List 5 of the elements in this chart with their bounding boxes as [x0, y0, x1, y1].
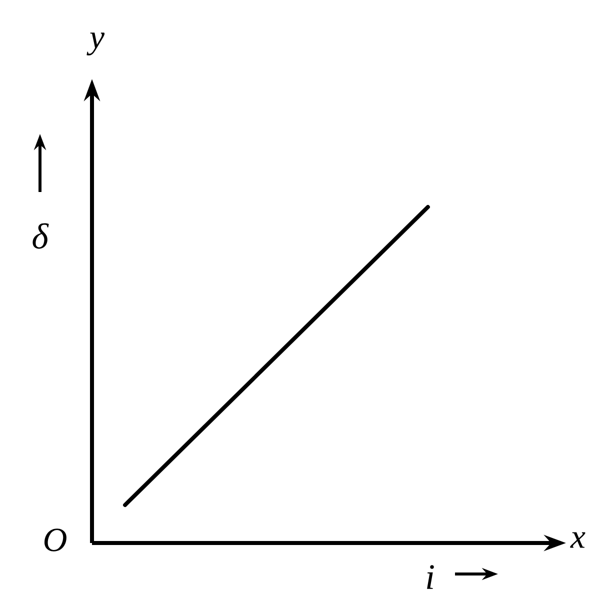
text: x: [570, 532, 586, 548]
text: y: [86, 32, 105, 56]
y-axis-title: δ: [32, 223, 49, 249]
text: O: [44, 528, 66, 552]
x-axis-title: i: [427, 565, 434, 589]
